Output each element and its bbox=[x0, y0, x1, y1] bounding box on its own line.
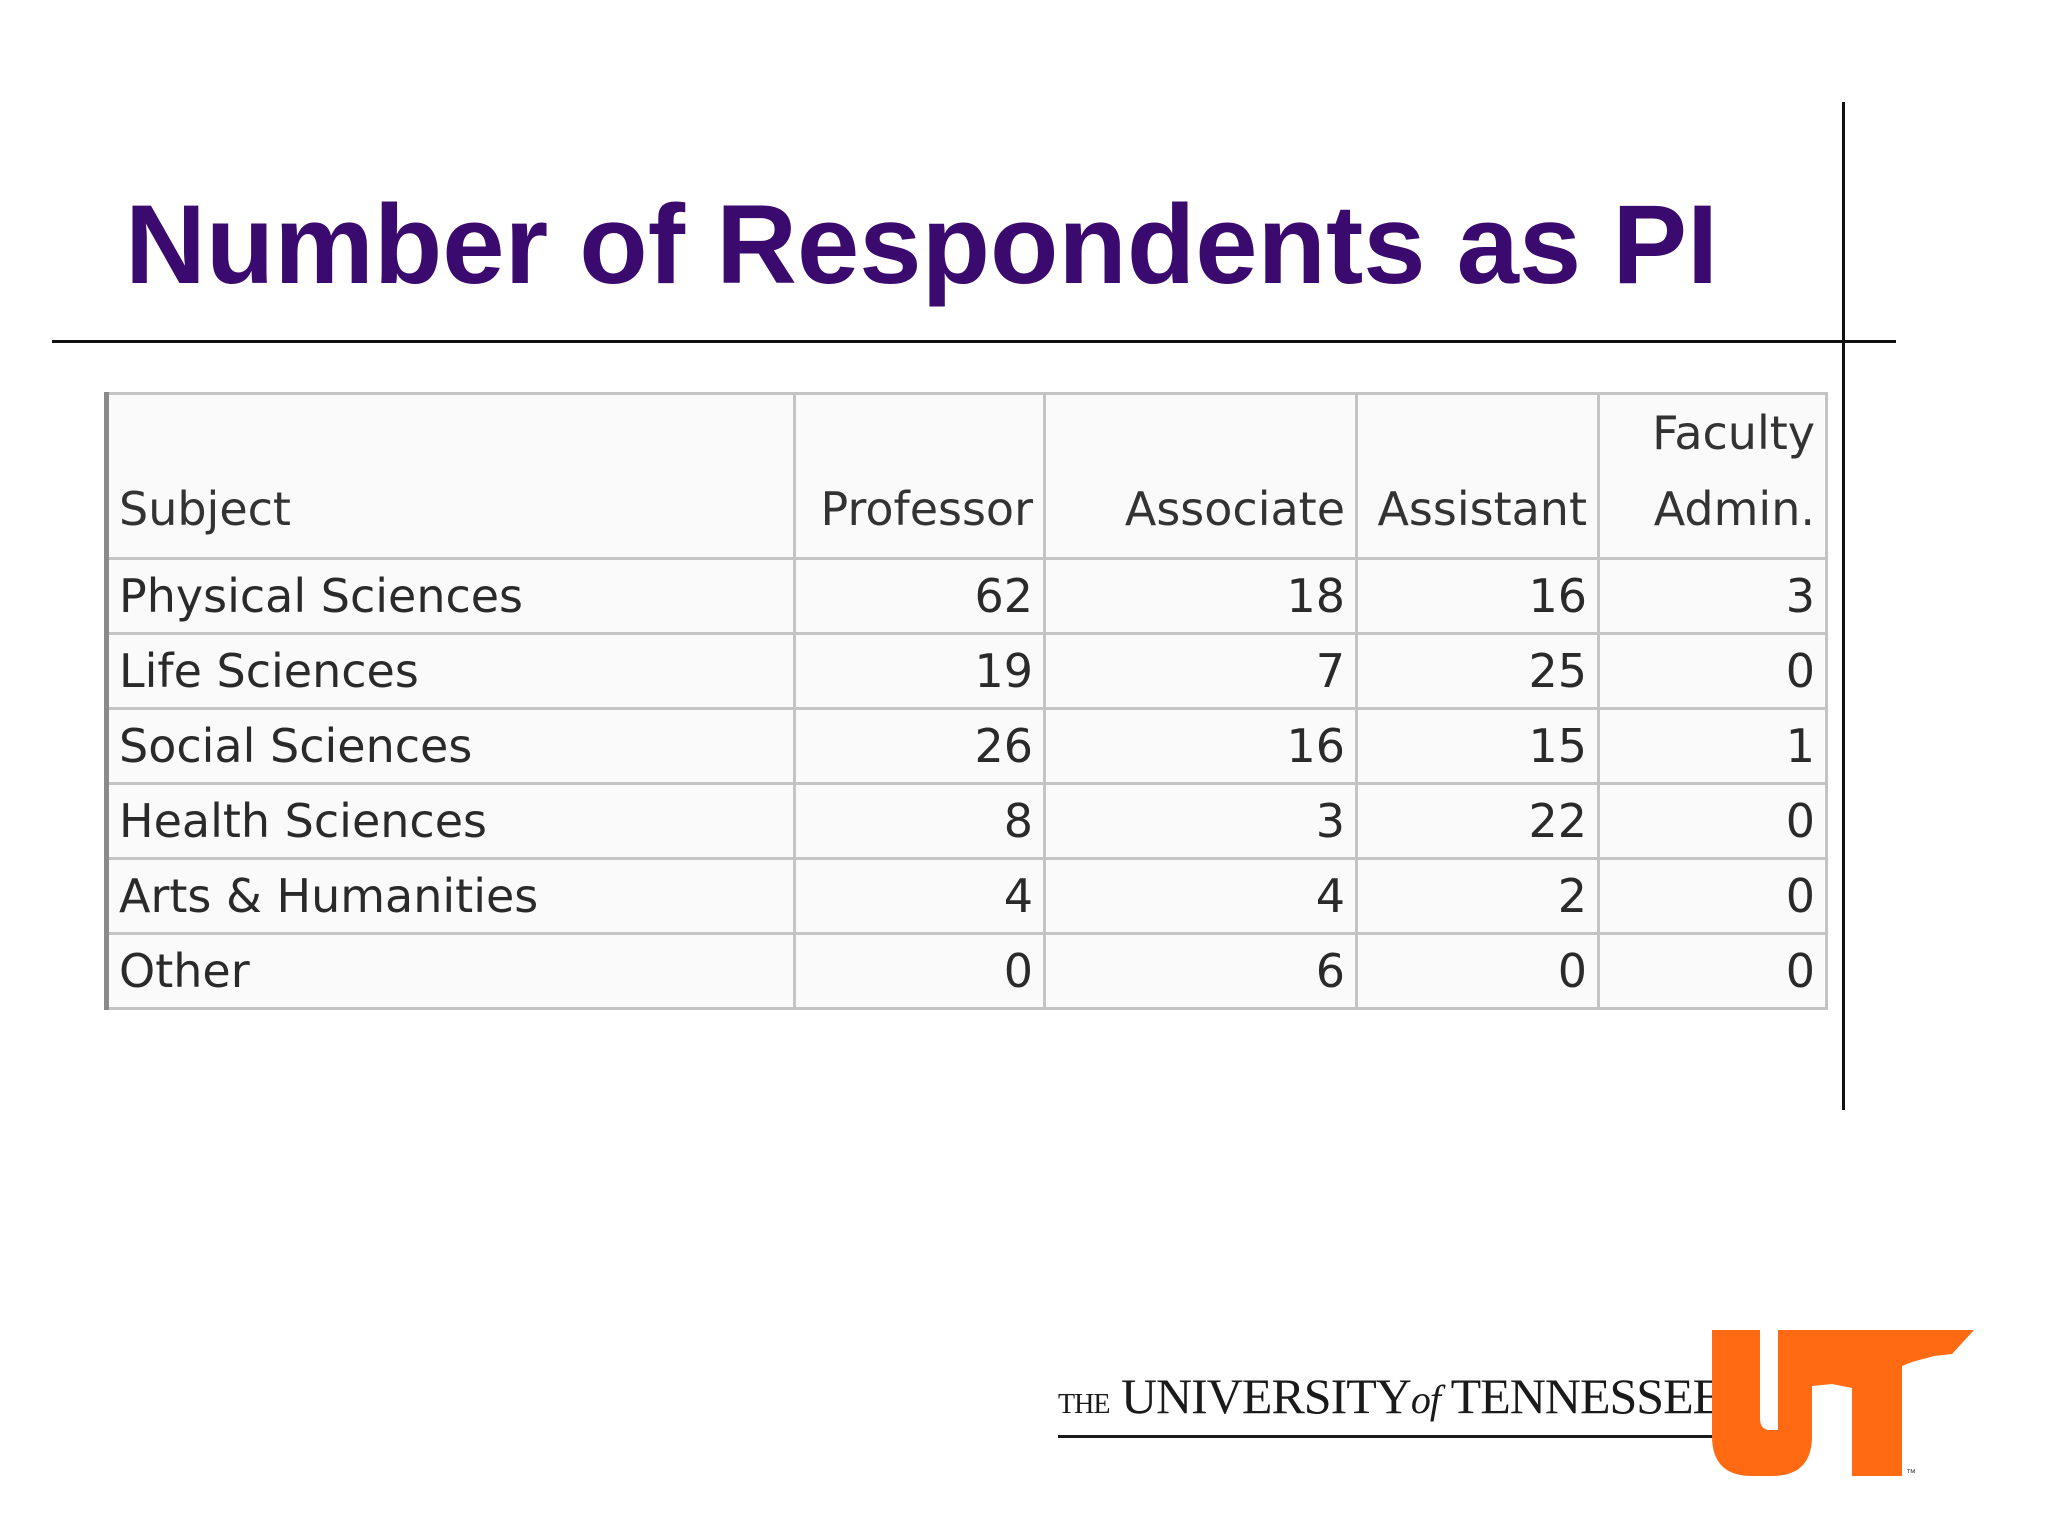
cell-assistant: 15 bbox=[1355, 707, 1600, 785]
header-faculty-admin-line1: Faculty bbox=[1652, 406, 1815, 460]
header-faculty-admin: Faculty Admin. bbox=[1597, 392, 1828, 560]
cell-faculty-admin: 1 bbox=[1597, 707, 1828, 785]
wordmark-tennessee: TENNESSEE bbox=[1450, 1368, 1724, 1424]
title-divider-vertical bbox=[1842, 102, 1845, 1110]
cell-faculty-admin: 0 bbox=[1597, 782, 1828, 860]
cell-professor: 62 bbox=[793, 557, 1046, 635]
cell-professor: 0 bbox=[793, 932, 1046, 1010]
wordmark-of: of bbox=[1410, 1377, 1441, 1422]
cell-subject: Social Sciences bbox=[104, 707, 796, 785]
table-header-row: Subject Professor Associate Assistant Fa… bbox=[104, 392, 1828, 560]
cell-assistant: 16 bbox=[1355, 557, 1600, 635]
cell-professor: 26 bbox=[793, 707, 1046, 785]
cell-professor: 4 bbox=[793, 857, 1046, 935]
cell-subject: Arts & Humanities bbox=[104, 857, 796, 935]
title-divider-horizontal bbox=[52, 340, 1896, 343]
cell-faculty-admin: 0 bbox=[1597, 857, 1828, 935]
ut-logo-icon bbox=[1712, 1330, 1974, 1476]
cell-faculty-admin: 0 bbox=[1597, 932, 1828, 1010]
cell-associate: 4 bbox=[1043, 857, 1358, 935]
slide-title: Number of Respondents as PI bbox=[125, 182, 1719, 307]
table-row: Other 0 6 0 0 bbox=[104, 932, 1828, 1010]
cell-professor: 19 bbox=[793, 632, 1046, 710]
table-row: Social Sciences 26 16 15 1 bbox=[104, 707, 1828, 785]
cell-associate: 7 bbox=[1043, 632, 1358, 710]
cell-associate: 3 bbox=[1043, 782, 1358, 860]
table-row: Health Sciences 8 3 22 0 bbox=[104, 782, 1828, 860]
table-row: Life Sciences 19 7 25 0 bbox=[104, 632, 1828, 710]
cell-faculty-admin: 0 bbox=[1597, 632, 1828, 710]
table-row: Physical Sciences 62 18 16 3 bbox=[104, 557, 1828, 635]
cell-assistant: 22 bbox=[1355, 782, 1600, 860]
university-wordmark: THE UNIVERSITYof TENNESSEE bbox=[1058, 1368, 1724, 1438]
header-associate: Associate bbox=[1043, 392, 1358, 560]
cell-subject: Health Sciences bbox=[104, 782, 796, 860]
cell-associate: 18 bbox=[1043, 557, 1358, 635]
wordmark-the: THE bbox=[1058, 1389, 1110, 1420]
header-faculty-admin-line2: Admin. bbox=[1653, 482, 1815, 536]
cell-subject: Other bbox=[104, 932, 796, 1010]
table-row: Arts & Humanities 4 4 2 0 bbox=[104, 857, 1828, 935]
cell-associate: 16 bbox=[1043, 707, 1358, 785]
respondents-table-container: Subject Professor Associate Assistant Fa… bbox=[104, 392, 1828, 1010]
cell-assistant: 2 bbox=[1355, 857, 1600, 935]
cell-faculty-admin: 3 bbox=[1597, 557, 1828, 635]
respondents-table: Subject Professor Associate Assistant Fa… bbox=[104, 392, 1828, 1010]
wordmark-university: UNIVERSITY bbox=[1120, 1368, 1412, 1424]
cell-professor: 8 bbox=[793, 782, 1046, 860]
header-assistant: Assistant bbox=[1355, 392, 1600, 560]
cell-subject: Life Sciences bbox=[104, 632, 796, 710]
cell-subject: Physical Sciences bbox=[104, 557, 796, 635]
ut-logo-shape bbox=[1712, 1330, 1974, 1476]
trademark-symbol: ™ bbox=[1906, 1468, 1916, 1479]
cell-assistant: 25 bbox=[1355, 632, 1600, 710]
cell-assistant: 0 bbox=[1355, 932, 1600, 1010]
header-professor: Professor bbox=[793, 392, 1046, 560]
cell-associate: 6 bbox=[1043, 932, 1358, 1010]
header-subject: Subject bbox=[104, 392, 796, 560]
